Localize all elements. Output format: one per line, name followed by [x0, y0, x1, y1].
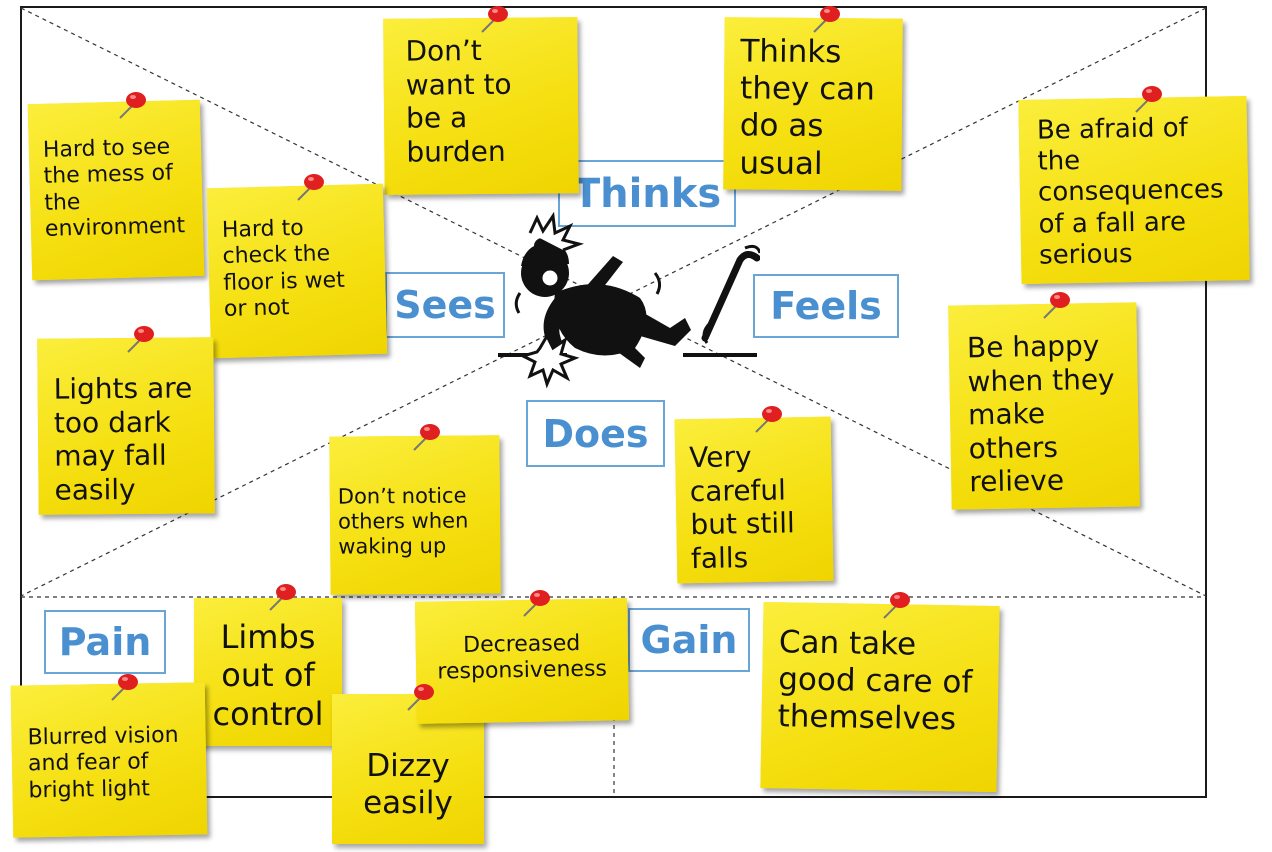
- pushpin-icon: [481, 6, 508, 33]
- note-good-care: Can take good care of themselves: [760, 601, 1000, 793]
- note-afraid: Be afraid of the consequences of a fall …: [1018, 96, 1250, 284]
- note-thinks-usual: Thinks they can do as usual: [723, 17, 903, 191]
- pushpin-icon: [1043, 292, 1070, 319]
- label-gain: Gain: [628, 608, 750, 672]
- pushpin-icon: [127, 326, 154, 353]
- pushpin-icon: [119, 92, 146, 119]
- note-limbs: Limbs out of control: [194, 598, 342, 746]
- pushpin-icon: [297, 174, 324, 201]
- label-thinks: Thinks: [558, 160, 736, 227]
- note-mess: Hard to see the mess of the environment: [27, 99, 205, 281]
- note-careful: Very careful but still falls: [674, 416, 834, 584]
- note-happy: Be happy when they make others relieve: [948, 302, 1140, 510]
- pushpin-icon: [813, 6, 840, 33]
- label-feels: Feels: [753, 274, 899, 338]
- pushpin-icon: [883, 592, 910, 619]
- label-sees: Sees: [385, 272, 505, 338]
- note-floor-wet: Hard to check the floor is wet or not: [206, 183, 388, 359]
- person-falling-icon: [498, 211, 760, 389]
- pushpin-icon: [755, 406, 782, 433]
- pushpin-icon: [111, 674, 138, 701]
- pushpin-icon: [269, 584, 296, 611]
- pushpin-icon: [1135, 86, 1162, 113]
- label-pain: Pain: [44, 610, 166, 674]
- pushpin-icon: [523, 590, 550, 617]
- note-lights: Lights are too dark may fall easily: [37, 337, 215, 515]
- label-does: Does: [526, 400, 665, 467]
- pushpin-icon: [413, 424, 440, 451]
- pushpin-icon: [407, 684, 434, 711]
- note-burden: Don’t want to be a burden: [383, 17, 579, 195]
- note-notice: Don’t notice others when waking up: [329, 435, 501, 595]
- note-blurred: Blurred vision and fear of bright light: [10, 682, 208, 838]
